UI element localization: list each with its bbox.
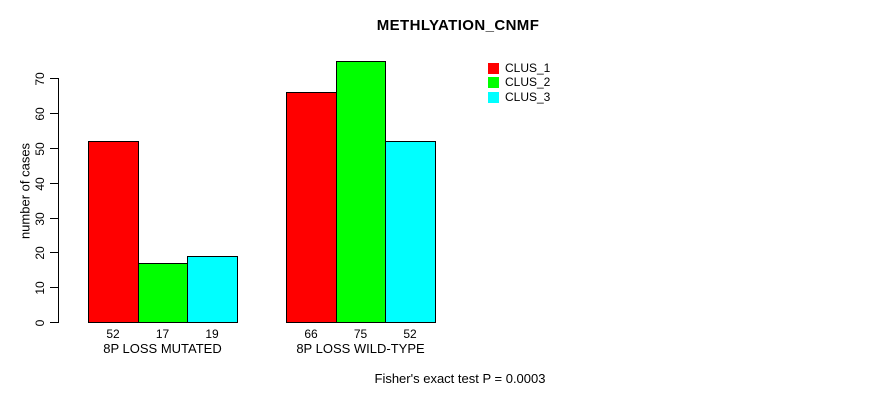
bar — [138, 263, 188, 323]
y-axis-tick — [50, 322, 58, 323]
y-axis-tick-label: 30 — [33, 211, 47, 226]
bar — [187, 256, 238, 323]
legend-item: CLUS_2 — [488, 75, 551, 90]
bar-value-label: 66 — [304, 327, 318, 341]
legend-label: CLUS_1 — [505, 61, 551, 75]
y-axis-tick-label: 20 — [33, 245, 47, 260]
category-label: 8P LOSS WILD-TYPE — [296, 341, 425, 356]
y-axis-tick-label: 40 — [33, 176, 47, 191]
bar — [286, 92, 337, 323]
bar — [88, 141, 139, 323]
chart-title: METHLYATION_CNMF — [376, 17, 540, 34]
y-axis-label: number of cases — [17, 142, 33, 240]
bar-value-label: 75 — [353, 327, 368, 341]
y-axis-tick — [50, 113, 58, 114]
legend-swatch — [488, 63, 499, 74]
y-axis-tick — [50, 287, 58, 288]
y-axis-tick — [50, 148, 58, 149]
bar — [385, 141, 436, 323]
y-axis-tick — [50, 78, 58, 79]
bar-value-label: 19 — [205, 327, 219, 341]
y-axis-tick — [50, 218, 58, 219]
y-axis-tick — [50, 183, 58, 184]
bar-value-label: 17 — [155, 327, 170, 341]
y-axis-line — [58, 78, 59, 323]
y-axis-tick-label: 10 — [33, 280, 47, 295]
footnote-text: Fisher's exact test P = 0.0003 — [374, 371, 546, 386]
bar — [336, 61, 386, 323]
y-axis-tick-label: 60 — [33, 106, 47, 121]
bar-value-label: 52 — [106, 327, 120, 341]
legend-swatch — [488, 77, 499, 89]
y-axis-tick-label: 0 — [33, 319, 47, 326]
bar-value-label: 52 — [403, 327, 417, 341]
legend-item: CLUS_1 — [488, 61, 551, 75]
legend-swatch — [488, 91, 499, 103]
legend-label: CLUS_3 — [505, 89, 551, 104]
y-axis-tick-label: 50 — [33, 141, 47, 156]
y-axis-tick — [50, 252, 58, 253]
y-axis-tick-label: 70 — [33, 71, 47, 86]
legend-label: CLUS_2 — [505, 75, 551, 90]
legend-item: CLUS_3 — [488, 89, 551, 104]
category-label: 8P LOSS MUTATED — [103, 341, 222, 356]
